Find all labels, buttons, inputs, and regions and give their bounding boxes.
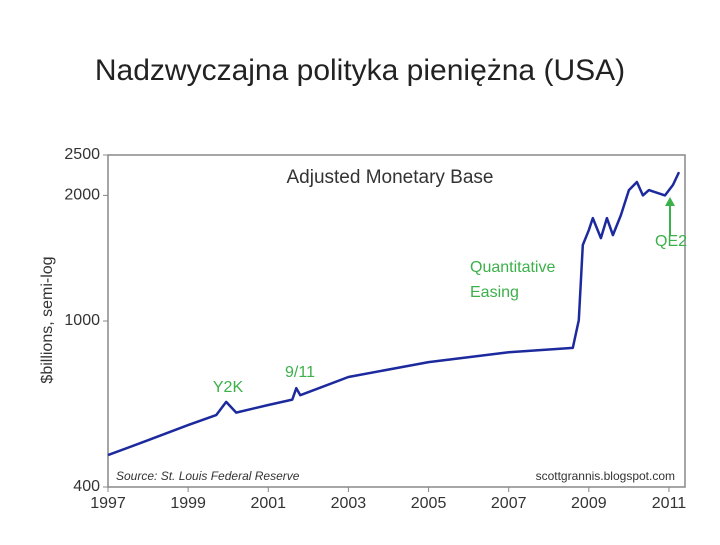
x-tick-label: 1999 — [170, 495, 206, 512]
data-line — [107, 171, 681, 457]
x-tick-label: 2009 — [571, 495, 607, 512]
x-tick-label: 2001 — [250, 495, 286, 512]
y-axis-label: $billions, semi-log — [39, 256, 56, 383]
x-tick-label: 2011 — [652, 495, 687, 512]
annotation: Quantitative — [470, 259, 555, 276]
annotation: Y2K — [213, 379, 244, 396]
x-tick-label: 2007 — [491, 495, 527, 512]
x-tick-label: 2003 — [331, 495, 367, 512]
y-tick-label: 400 — [73, 478, 100, 495]
annotation: 9/11 — [285, 364, 315, 381]
source-note: Source: St. Louis Federal Reserve — [116, 469, 300, 483]
x-tick-label: 2005 — [411, 495, 447, 512]
annotation: QE2 — [655, 233, 687, 250]
plot-frame — [107, 154, 686, 488]
qe2-arrowhead — [665, 197, 675, 206]
credit-note: scottgrannis.blogspot.com — [536, 469, 675, 483]
y-tick-label: 2500 — [64, 146, 100, 163]
y-tick-label: 2000 — [64, 187, 100, 204]
slide-title: Nadzwyczajna polityka pieniężna (USA) — [95, 54, 625, 87]
chart-title: Adjusted Monetary Base — [286, 167, 493, 188]
x-tick-label: 1997 — [90, 495, 126, 512]
y-tick-label: 1000 — [64, 312, 100, 329]
annotation: Easing — [470, 284, 519, 301]
